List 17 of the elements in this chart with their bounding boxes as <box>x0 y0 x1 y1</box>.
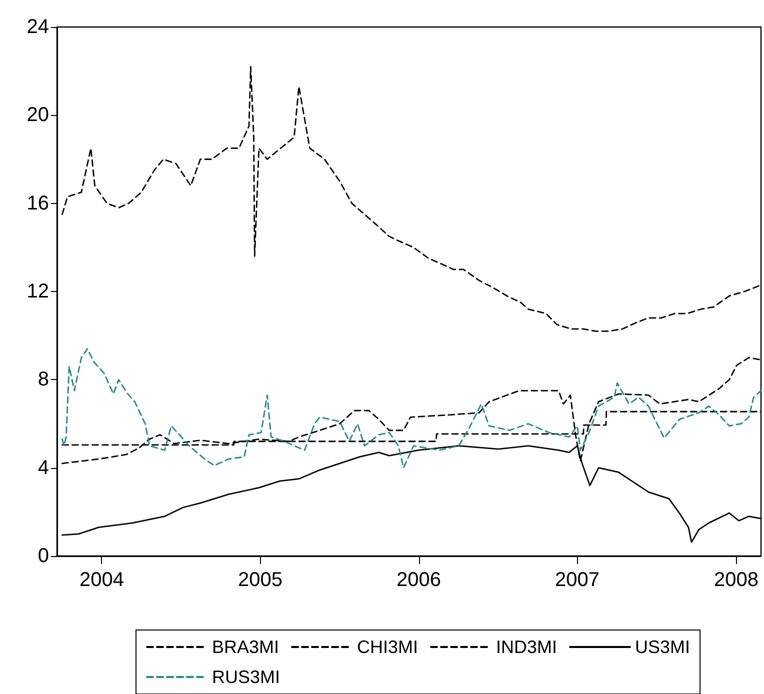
y-tick-label: 24 <box>26 16 49 38</box>
legend-label: RUS3MI <box>212 667 280 687</box>
x-tick-label: 2008 <box>714 569 758 591</box>
x-tick-label: 2004 <box>79 569 124 591</box>
legend-label: CHI3MI <box>357 637 418 657</box>
y-tick-label: 20 <box>26 104 49 126</box>
x-tick-label: 2007 <box>555 569 600 591</box>
y-tick-label: 16 <box>26 192 49 214</box>
x-tick-label: 2006 <box>396 569 442 591</box>
y-tick-label: 0 <box>38 545 49 567</box>
y-tick-label: 12 <box>26 280 49 302</box>
y-tick-label: 4 <box>38 456 49 479</box>
y-tick-label: 8 <box>38 368 49 391</box>
legend-label: US3MI <box>635 637 690 657</box>
legend-label: BRA3MI <box>212 637 280 657</box>
x-tick-label: 2005 <box>238 569 282 591</box>
legend-label: IND3MI <box>496 637 558 657</box>
